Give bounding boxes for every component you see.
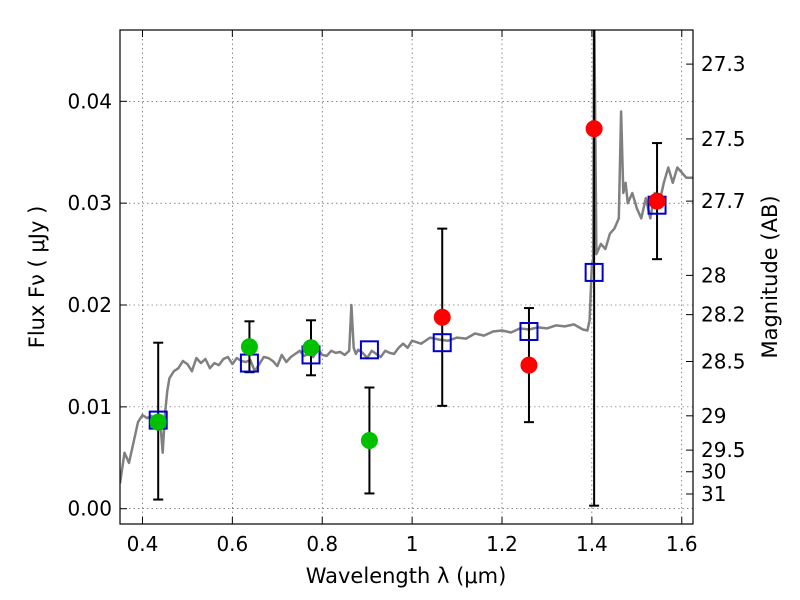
magnitude-tick-label: 27.5 (701, 127, 746, 151)
green-data-point (302, 339, 320, 357)
x-tick-label: 0.6 (216, 532, 248, 556)
magnitude-tick-label: 30 (701, 460, 726, 484)
y-axis: 0.00 0.01 0.02 0.03 0.04 (67, 89, 127, 521)
model-spectrum-group (120, 30, 693, 484)
magnitude-tick-label: 28 (701, 263, 726, 287)
model-band-box (584, 262, 604, 282)
x-tick-label: 1.4 (576, 532, 608, 556)
green-data-point (360, 431, 378, 449)
x-tick-label: 1.6 (666, 532, 698, 556)
x-axis-title: Wavelength λ (μm) (306, 564, 507, 588)
magnitude-tick-label: 29.5 (701, 438, 746, 462)
x-axis: 0.4 0.6 0.8 1 1.2 1.4 1.6 (127, 30, 698, 556)
data-markers-group (148, 120, 667, 449)
model-band-box (519, 321, 539, 341)
y-tick-label: 0.01 (67, 395, 112, 419)
magnitude-tick-label: 31 (701, 482, 726, 506)
plot-frame (119, 29, 694, 525)
red-data-point (585, 120, 603, 138)
y-tick-label: 0.00 (67, 497, 112, 521)
green-data-point (149, 413, 167, 431)
model-spectrum-line (120, 30, 693, 484)
y-axis-title: Flux Fν ( μJy ) (25, 206, 49, 349)
x-tick-label: 0.8 (306, 532, 338, 556)
magnitude-tick-label: 27.3 (701, 52, 746, 76)
magnitude-tick-label: 28.5 (701, 349, 746, 373)
green-data-point (240, 338, 258, 356)
magnitude-tick-label: 29 (701, 404, 726, 428)
x-tick-label: 1 (406, 532, 419, 556)
y-tick-label: 0.04 (67, 89, 112, 113)
magnitude-axis-title: Magnitude (AB) (758, 195, 782, 358)
model-band-box (359, 340, 379, 360)
model-band-box (432, 333, 452, 353)
red-data-point (433, 308, 451, 326)
red-data-point (520, 356, 538, 374)
x-tick-label: 1.2 (486, 532, 518, 556)
x-tick-label: 0.4 (127, 532, 159, 556)
y-tick-label: 0.02 (67, 293, 112, 317)
magnitude-tick-label: 28.2 (701, 303, 746, 327)
grid-lines (120, 30, 693, 524)
y-tick-label: 0.03 (67, 191, 112, 215)
plot-background (120, 30, 693, 524)
magnitude-tick-label: 27.7 (701, 189, 746, 213)
red-data-point (648, 192, 666, 210)
